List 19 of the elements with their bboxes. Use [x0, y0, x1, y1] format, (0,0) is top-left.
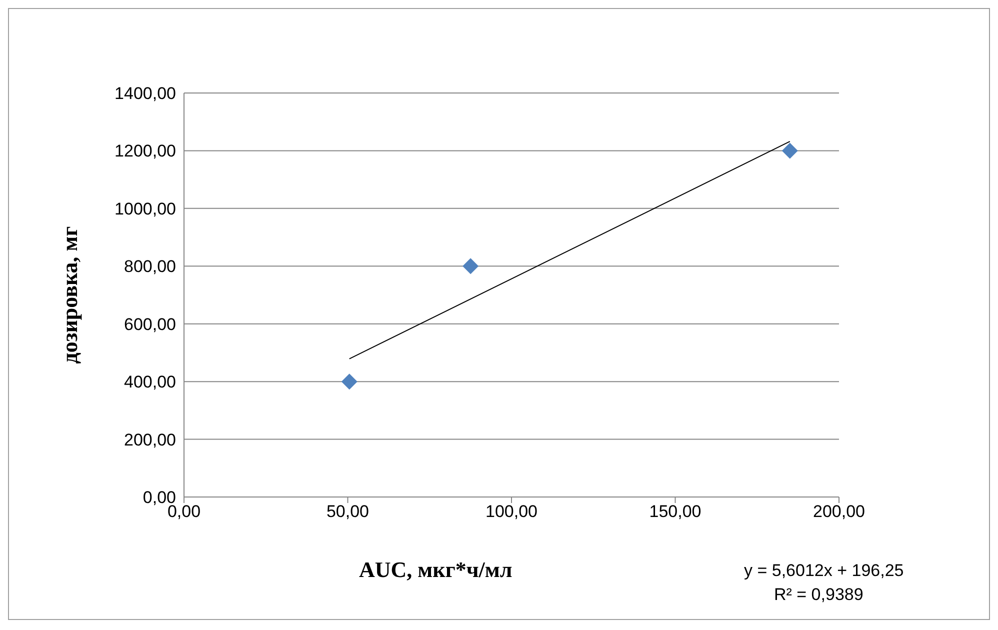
x-tick-label: 50,00 — [326, 502, 370, 522]
y-axis-title: дозировка, мг — [56, 226, 82, 364]
x-tick-label: 150,00 — [649, 502, 702, 522]
y-tick-label: 1200,00 — [114, 142, 176, 161]
x-tick-label: 200,00 — [813, 502, 865, 522]
y-tick-label: 1400,00 — [114, 84, 176, 104]
y-tick-label: 800,00 — [124, 257, 176, 276]
x-tick-label: 100,00 — [486, 502, 538, 522]
y-tick-label: 600,00 — [124, 314, 176, 334]
point — [341, 374, 358, 390]
y-tick-label: 200,00 — [124, 430, 176, 450]
x-axis-title: AUC, мкг*ч/мл — [359, 557, 512, 583]
text: R² = 0,9389 — [774, 584, 864, 606]
y-tick-label: 1000,00 — [114, 199, 176, 218]
text: y = 5,6012x + 196,25 — [744, 560, 904, 582]
y-tick-label: 400,00 — [124, 372, 176, 392]
x-tick-label: 0,00 — [167, 502, 201, 522]
point — [462, 258, 479, 274]
point — [782, 142, 798, 159]
